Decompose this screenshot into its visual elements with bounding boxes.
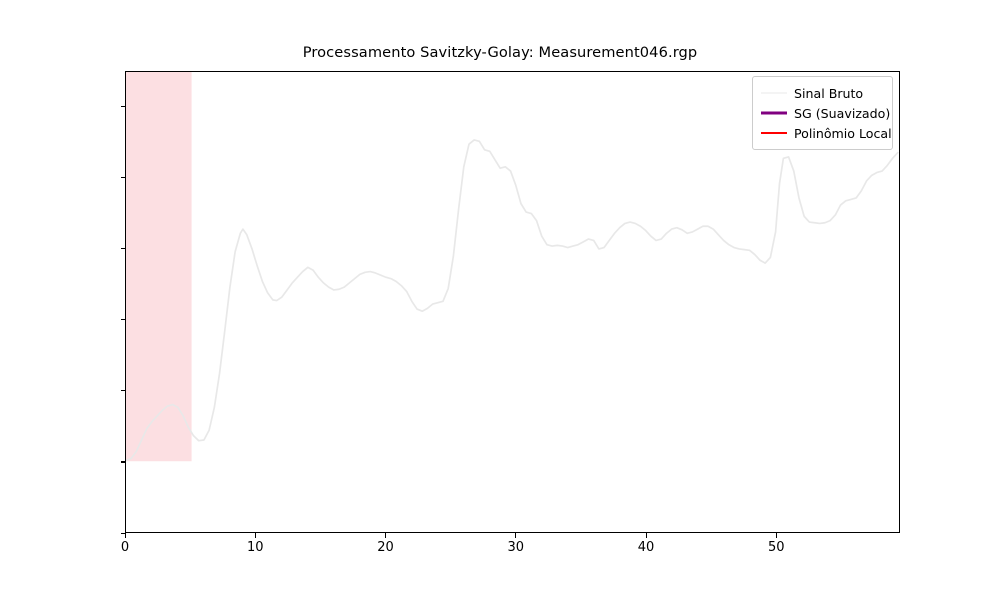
- chart-legend[interactable]: Sinal Bruto SG (Suavizado) Polinômio Loc…: [752, 76, 893, 150]
- legend-item: SG (Suavizado): [761, 103, 890, 123]
- y-tick-mark: [120, 532, 125, 534]
- series-group: [126, 139, 899, 462]
- x-tick-label: 40: [637, 540, 655, 555]
- legend-item: Polinômio Local: [761, 123, 892, 143]
- x-tick-mark: [385, 533, 387, 538]
- plot-canvas: [126, 72, 899, 462]
- chart-title: Processamento Savitzky-Golay: Measuremen…: [302, 44, 698, 61]
- axvspan-group: [126, 72, 192, 462]
- x-tick-mark: [645, 533, 647, 538]
- y-tick-mark: [120, 319, 125, 321]
- janela-local-destacada: [126, 72, 192, 462]
- x-tick-label: 0: [120, 540, 130, 555]
- x-tick-label: 20: [377, 540, 394, 555]
- legend-line-swatch: [761, 127, 787, 139]
- y-tick-mark: [120, 390, 125, 392]
- x-tick-label: 30: [507, 540, 525, 555]
- legend-item: Sinal Bruto: [761, 83, 884, 103]
- legend-item-label: Polinômio Local: [794, 125, 892, 141]
- y-tick-mark: [120, 461, 125, 463]
- y-tick-mark: [120, 106, 125, 108]
- x-tick-mark: [124, 533, 126, 538]
- legend-line-swatch: [761, 87, 787, 99]
- legend-item-label: Sinal Bruto: [794, 85, 864, 101]
- legend-item-label: SG (Suavizado): [794, 105, 891, 121]
- x-tick-label: 10: [246, 540, 264, 555]
- x-tick-mark: [515, 533, 517, 538]
- x-tick-mark: [775, 533, 777, 538]
- x-tick-label: 50: [767, 540, 785, 555]
- y-tick-mark: [120, 177, 125, 179]
- series-line: [126, 139, 899, 462]
- y-tick-mark: [120, 248, 125, 250]
- legend-line-swatch: [761, 107, 787, 119]
- x-tick-mark: [254, 533, 256, 538]
